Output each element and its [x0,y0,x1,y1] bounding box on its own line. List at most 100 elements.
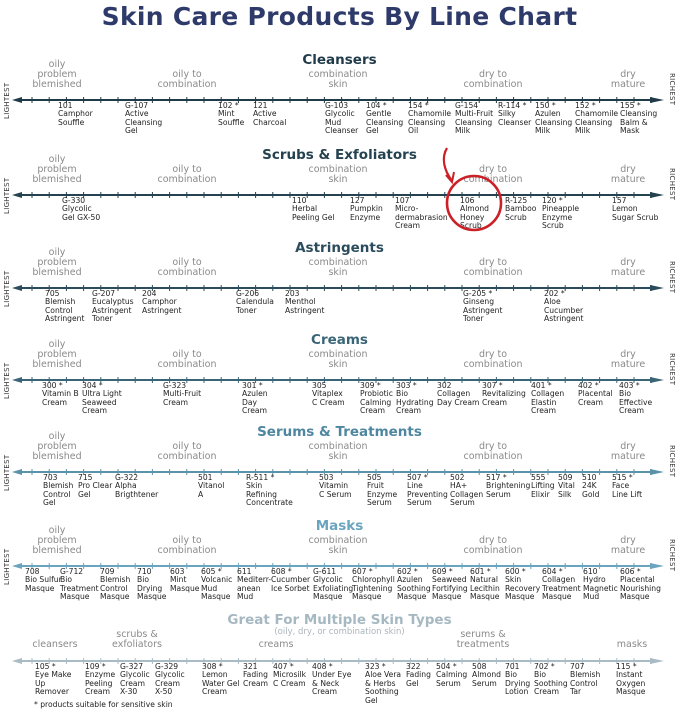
product-name: Vitamin C Serum [319,481,352,499]
product-name: Micro- dermabrasion Cream [395,204,448,231]
product-label: G-107 Active Cleansing Gel [125,101,163,136]
product-name: Glycolic Gel GX-50 [62,204,101,222]
product-name: Skin Recovery Masque [505,575,541,602]
product-code: 501 [198,473,213,482]
product-name: Enzyme Peeling Cream [85,670,116,697]
product-code: R-511 * [246,473,275,482]
skin-type-label: dry to combination [463,535,523,556]
product-label: 505 Fruit Enzyme Serum [367,473,397,508]
product-name: Aloe Vera & Herbs Soothing Gel [365,670,402,705]
product-code: 107 [395,196,410,205]
product-label: 110 Herbal Peeling Gel [292,196,335,222]
product-label: 509 Vital Silk [558,473,575,499]
product-code: 323 * [365,662,386,671]
product-code: 508 [472,662,487,671]
product-label: 508 Almond Serum [472,662,501,688]
product-name: Eye Make Up Remover [35,670,72,697]
arrow-left-icon [12,377,22,383]
product-label: R-125 Bamboo Scrub [505,196,536,222]
product-label: 507 * Line Preventing Serum [407,473,448,508]
product-name: Natural Lecithin Masque [470,575,500,602]
product-label: 603 Mint Masque [170,567,199,593]
skin-type-label: oily problem blemished [32,59,82,90]
product-label: 308 * Lemon Water Gel Cream [202,662,240,697]
product-name: Chamomile Cleansing Oil [408,109,452,136]
product-name: Bio Drying Masque [137,575,167,602]
skin-type-label: dry to combination [463,164,523,185]
arrow-left-icon [12,97,22,103]
product-name: Collagen Treatment Masque [542,575,581,602]
product-label: 120 * Pineapple Enzyme Scrub [542,196,579,231]
product-label: 309 * Probiotic Calming Cream [360,381,393,416]
product-name: Hydro Magnetic Mud [583,575,618,602]
product-code: 110 [292,196,307,205]
product-name: Blemish Control Gel [43,481,74,508]
product-code: G-205 * [463,289,493,298]
product-label: 600 * Skin Recovery Masque [505,567,541,602]
product-code: 708 [25,567,40,576]
product-name: Probiotic Calming Cream [360,389,393,416]
footnote: * products suitable for sensitive skin [34,700,173,709]
skin-type-axis [12,556,664,569]
product-name: Active Cleansing Gel [125,109,163,136]
product-label: 705 Blemish Control Astringent [45,289,84,324]
product-code: 505 [367,473,382,482]
skin-type-axis [12,185,664,198]
product-name: Aloe Cucumber Astringent [544,297,584,324]
product-name: Lifting Elixir [531,481,555,499]
product-label: 701 Bio Drying Lotion [505,662,530,697]
skin-type-label: dry mature [610,349,646,370]
product-label: 104 * Gentle Cleansing Gel [366,101,403,136]
arrow-right-icon [650,563,664,569]
skin-type-label: oily problem blemished [32,339,82,370]
product-name: Bio Effective Cream [619,389,653,416]
product-code: G-322 [115,473,139,482]
skin-type-label: combination skin [308,441,368,462]
product-code: 555 [531,473,546,482]
product-code: 305 [312,381,327,390]
arrow-right-icon [650,658,664,664]
axis-left-label: LIGHTEST [3,548,11,585]
section-title: Serums & Treatments [257,424,422,440]
product-label: 121 Active Charcoal [253,101,286,127]
product-code: G-327 [120,662,144,671]
product-label: G-611 Glycolic Exfoliating Masque [313,567,353,602]
axis-right-label: RICHEST [668,261,676,294]
product-code: 701 [505,662,520,671]
page-title: Skin Care Products By Line Chart [101,2,578,31]
skin-type-label: oily problem blemished [32,525,82,556]
product-label: 403 * Bio Effective Cream [619,381,653,416]
product-label: 502 HA+ Collagen Serum [450,473,483,508]
product-code: G-107 [125,101,149,110]
product-label: 105 * Eye Make Up Remover [35,662,72,697]
product-name: Instant Oxygen Masque [616,670,646,697]
skin-type-label: dry to combination [463,441,523,462]
product-code: 154 * [408,101,429,110]
product-label: 504 * Calming Serum [436,662,467,688]
product-code: 709 [100,567,115,576]
axis-right-label: RICHEST [668,445,676,478]
product-code: 504 * [436,662,457,671]
section-title: Creams [311,332,368,348]
product-name: Glycolic Cream X-30 [120,670,150,697]
product-label: R-114 * Silky Cleanser [498,101,532,127]
product-code: 308 * [202,662,223,671]
section-subtitle: (oily, dry, or combination skin) [274,627,405,637]
product-name: Chamomile Cleansing Milk [575,109,619,136]
product-code: 509 [558,473,573,482]
product-name: Multi-Fruit Cream [163,389,202,407]
arrow-head-icon [445,171,455,185]
product-name: Seaweed Fortifying Masque [432,575,468,602]
product-name: Silky Cleanser [498,109,532,127]
product-code: 115 * [616,662,637,671]
product-name: Pro Clear Gel [78,481,113,499]
product-label: 323 * Aloe Vera & Herbs Soothing Gel [365,662,402,705]
product-code: 606 * [620,567,641,576]
product-label: 203 Menthol Astringent [285,289,324,315]
product-label: 305 Vitaplex C Cream [312,381,345,407]
skin-type-label: oily to combination [157,441,217,462]
product-code: 102 * [218,101,239,110]
product-label: G-154 Multi-Fruit Cleansing Milk [455,101,493,136]
product-label: 604 * Collagen Treatment Masque [542,567,581,602]
product-label: 152 * Chamomile Cleansing Milk [575,101,619,136]
